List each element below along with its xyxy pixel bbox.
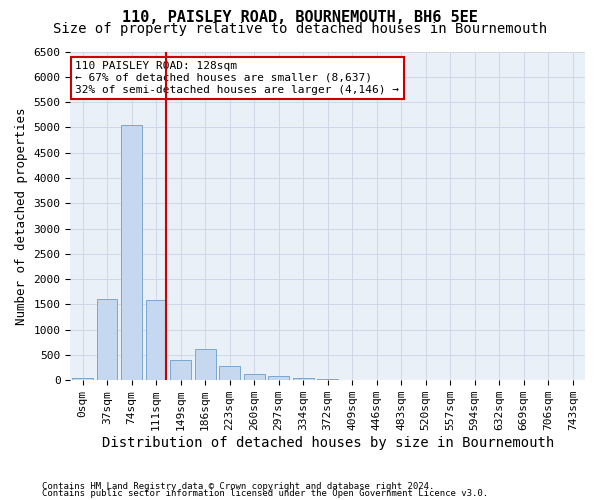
Y-axis label: Number of detached properties: Number of detached properties xyxy=(15,107,28,324)
Bar xyxy=(268,376,289,380)
Bar xyxy=(97,300,118,380)
Bar xyxy=(170,360,191,380)
Bar xyxy=(219,366,240,380)
Bar xyxy=(317,378,338,380)
Bar xyxy=(194,349,215,380)
Text: 110, PAISLEY ROAD, BOURNEMOUTH, BH6 5EE: 110, PAISLEY ROAD, BOURNEMOUTH, BH6 5EE xyxy=(122,10,478,25)
Bar xyxy=(244,374,265,380)
Text: Size of property relative to detached houses in Bournemouth: Size of property relative to detached ho… xyxy=(53,22,547,36)
Bar xyxy=(146,300,166,380)
Bar xyxy=(121,125,142,380)
Text: 110 PAISLEY ROAD: 128sqm
← 67% of detached houses are smaller (8,637)
32% of sem: 110 PAISLEY ROAD: 128sqm ← 67% of detach… xyxy=(76,62,400,94)
X-axis label: Distribution of detached houses by size in Bournemouth: Distribution of detached houses by size … xyxy=(101,436,554,450)
Bar xyxy=(72,378,93,380)
Text: Contains public sector information licensed under the Open Government Licence v3: Contains public sector information licen… xyxy=(42,490,488,498)
Bar xyxy=(293,378,314,380)
Text: Contains HM Land Registry data © Crown copyright and database right 2024.: Contains HM Land Registry data © Crown c… xyxy=(42,482,434,491)
